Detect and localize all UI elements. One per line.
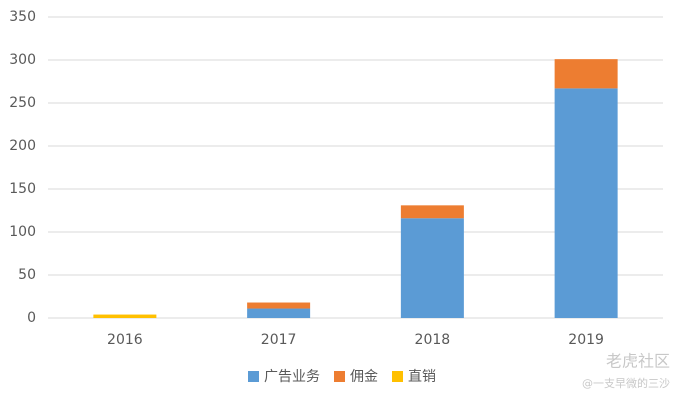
x-tick-label: 2018 [415,332,451,348]
bar-segment [247,308,311,318]
y-tick-label: 100 [9,224,36,240]
bar-segment [400,205,464,219]
x-tick-label: 2019 [568,332,604,348]
bar-segment [247,302,311,309]
bar-segment [554,88,618,318]
watermark-author: @一支早微的三沙 [582,376,670,390]
x-tick-label: 2017 [261,332,297,348]
legend-label: 直销 [408,368,436,385]
x-tick-label: 2016 [107,332,143,348]
y-tick-label: 350 [9,9,36,25]
y-tick-label: 250 [9,95,36,111]
legend-label: 广告业务 [264,369,320,385]
y-tick-label: 0 [27,310,36,326]
legend-swatch [334,371,345,382]
y-tick-label: 150 [9,181,36,197]
legend-label: 佣金 [350,369,378,385]
y-tick-label: 50 [18,267,36,283]
legend-swatch [392,371,403,382]
bar-segment [93,314,157,318]
legend-swatch [248,371,259,382]
y-tick-label: 300 [9,52,36,68]
bar-segment [400,218,464,318]
y-tick-label: 200 [9,138,36,154]
bar-segment [554,59,618,89]
watermark-site: 老虎社区 [606,352,670,371]
